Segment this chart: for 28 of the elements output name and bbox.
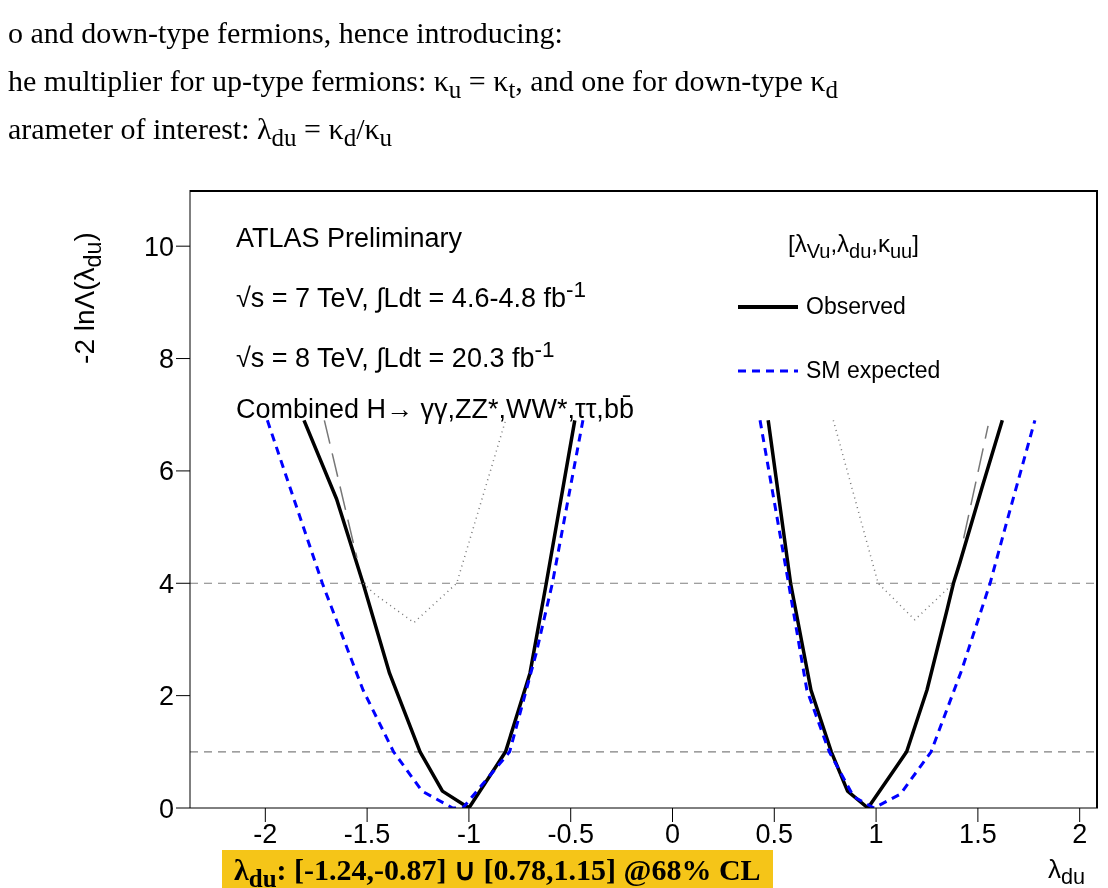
text: λ$_{du}$ — [1048, 854, 1086, 888]
x-tick-label: 0.5 — [755, 819, 794, 850]
y-tick-label: 4 — [158, 568, 174, 599]
x-tick-label: 1.5 — [959, 819, 997, 850]
annotation: √s = 7 TeV, ∫Ldt = 4.6-4.8 fb$^{-1}$ — [236, 276, 587, 315]
y-tick-label: 10 — [143, 231, 174, 262]
x-tick-label: 2 — [1072, 819, 1088, 850]
text: arameter of interest: λ$_{du}$ = κ$_{d}$/κ$_{u}$ — [8, 112, 393, 152]
x-axis-title: λ$_{du}$ — [234, 853, 277, 888]
legend-title: [λ$_{Vu}$,λ$_{du}$,κ$_{uu}$] — [788, 230, 920, 263]
x-tick-label: 0 — [664, 819, 681, 850]
text: : [-1.24,-0.87] ∪ [0.78,1.15] @68% CL — [276, 853, 761, 886]
y-tick-label: 6 — [158, 456, 174, 487]
text: o and down-type fermions, hence introducing: — [8, 16, 563, 50]
annotation: √s = 8 TeV, ∫Ldt = 20.3 fb$^{-1}$ — [236, 336, 556, 375]
y-tick-label: 0 — [158, 793, 174, 824]
text: he multiplier for up-type fermions: κ$_{u}$ = κ$_{t}$, and one for down-type κ$_{d}$ — [8, 64, 838, 104]
x-tick-label: -0.5 — [547, 819, 594, 850]
legend-label: SM expected — [806, 357, 941, 385]
annotation: Combined H→ γγ,ZZ*,WW*,ττ,bb̄ — [236, 393, 634, 426]
x-tick-label: -1.5 — [343, 819, 391, 850]
y-tick-label: 2 — [158, 681, 174, 712]
x-tick-label: -1 — [456, 819, 481, 850]
annotation: ATLAS Preliminary — [236, 222, 464, 255]
legend-label: Observed — [806, 293, 906, 321]
x-tick-label: -2 — [253, 819, 278, 850]
x-tick-label: 1 — [868, 819, 884, 850]
y-tick-label: 8 — [158, 344, 174, 375]
